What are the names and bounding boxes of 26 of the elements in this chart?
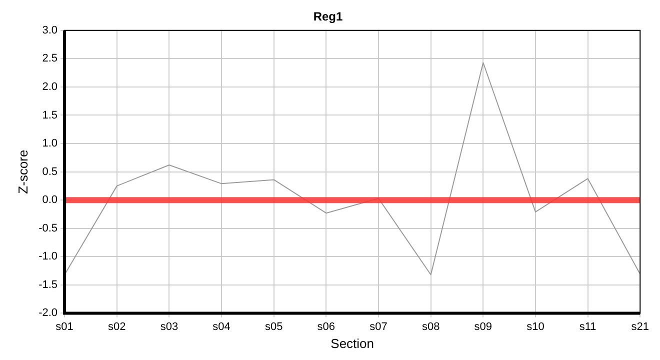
- x-tick-label: s11: [579, 320, 596, 333]
- y-tick-label: 2.0: [42, 80, 58, 93]
- y-tick-label: 0.5: [42, 166, 58, 178]
- y-tick-label: -2.0: [38, 307, 58, 320]
- y-tick-label: -0.5: [38, 222, 58, 234]
- y-tick-label: 1.0: [42, 138, 58, 150]
- x-axis-title: Section: [330, 336, 374, 351]
- y-tick-label: 0.0: [42, 194, 58, 206]
- x-tick-label: s01: [56, 320, 74, 333]
- x-tick-label: s04: [212, 320, 230, 333]
- x-tick-label: s06: [317, 320, 336, 333]
- y-axis-title: Z-score: [15, 150, 30, 194]
- x-tick-label: s05: [264, 320, 283, 333]
- chart-title: Reg1: [313, 10, 343, 24]
- y-tick-label: 3.0: [42, 24, 58, 36]
- x-tick-label: s03: [160, 320, 178, 333]
- y-tick-label: -1.5: [38, 278, 58, 291]
- x-tick-label: s21: [631, 320, 650, 333]
- x-tick-label: s09: [474, 320, 492, 333]
- y-tick-label: -1.0: [38, 250, 58, 263]
- x-tick-label: s10: [526, 320, 544, 333]
- x-tick-label: s08: [422, 320, 440, 333]
- x-tick-label: s02: [108, 320, 126, 333]
- y-tick-label: 1.5: [42, 109, 58, 122]
- y-tick-label: 2.5: [42, 52, 58, 65]
- x-tick-label: s07: [370, 320, 388, 333]
